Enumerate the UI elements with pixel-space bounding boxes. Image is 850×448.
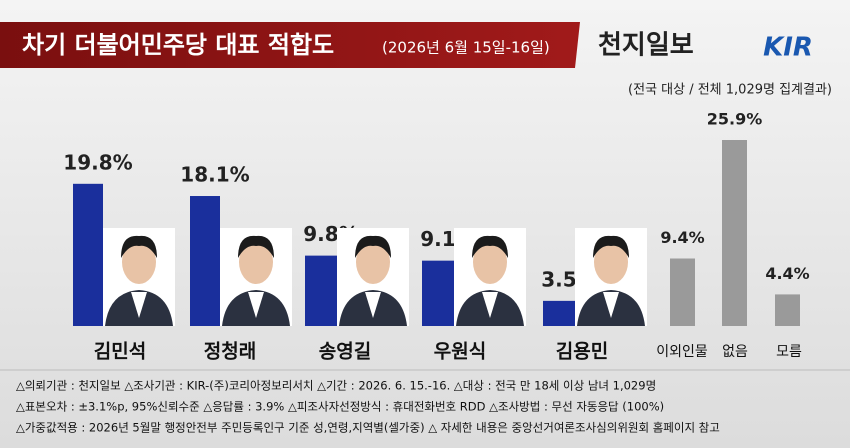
photo-hair bbox=[472, 235, 508, 258]
bar bbox=[305, 255, 337, 326]
value-label: 19.8% bbox=[63, 150, 132, 174]
category-label: 김용민 bbox=[556, 341, 608, 363]
photo-hair bbox=[121, 235, 157, 258]
value-label: 25.9% bbox=[707, 110, 763, 129]
photo-face bbox=[594, 240, 628, 284]
footnote: △가중값적용 : 2026년 5월말 행정안전부 주민등록인구 기준 성,연령,… bbox=[16, 421, 720, 435]
publisher: 천지일보 bbox=[598, 31, 694, 61]
value-label: 18.1% bbox=[180, 163, 249, 187]
bar bbox=[722, 140, 747, 326]
bar bbox=[775, 294, 800, 326]
photo-hair bbox=[593, 235, 629, 258]
photo-hair bbox=[238, 235, 274, 258]
photo-shirt bbox=[248, 292, 264, 318]
category-label: 모름 bbox=[776, 344, 802, 360]
bar bbox=[73, 183, 103, 326]
photo-face bbox=[356, 240, 390, 284]
photo-shirt bbox=[482, 292, 498, 318]
footnote: △의뢰기관 : 천지일보 △조사기관 : KIR-(주)코리아정보리서치 △기간… bbox=[16, 379, 656, 393]
chart-title: 차기 더불어민주당 대표 적합도 bbox=[22, 31, 334, 59]
chart-subtitle: (2026년 6월 15일-16일) bbox=[382, 39, 550, 57]
bar bbox=[190, 196, 220, 326]
note: (전국 대상 / 전체 1,029명 집계결과) bbox=[628, 83, 832, 98]
photo-shirt bbox=[131, 292, 147, 318]
value-label: 4.4% bbox=[765, 264, 809, 283]
logo: KIR bbox=[763, 33, 813, 63]
footnote: △표본오차 : ±3.1%p, 95%신뢰수준 △응답률 : 3.9% △피조사… bbox=[16, 400, 664, 414]
category-label: 김민석 bbox=[94, 341, 146, 363]
bar bbox=[670, 258, 695, 326]
title-banner bbox=[0, 22, 580, 68]
photos bbox=[103, 228, 647, 326]
category-label: 이외인물 bbox=[656, 344, 708, 360]
photo-face bbox=[122, 240, 156, 284]
photo-shirt bbox=[603, 292, 619, 318]
photo-face bbox=[473, 240, 507, 284]
category-label: 없음 bbox=[722, 344, 748, 360]
photo-hair bbox=[355, 235, 391, 258]
photo-shirt bbox=[365, 292, 381, 318]
category-label: 송영길 bbox=[319, 341, 371, 363]
bar bbox=[422, 260, 454, 326]
bar bbox=[543, 300, 575, 326]
value-label: 9.4% bbox=[660, 228, 704, 247]
category-label: 우원식 bbox=[434, 341, 486, 363]
category-label: 정청래 bbox=[204, 341, 256, 363]
photo-face bbox=[239, 240, 273, 284]
